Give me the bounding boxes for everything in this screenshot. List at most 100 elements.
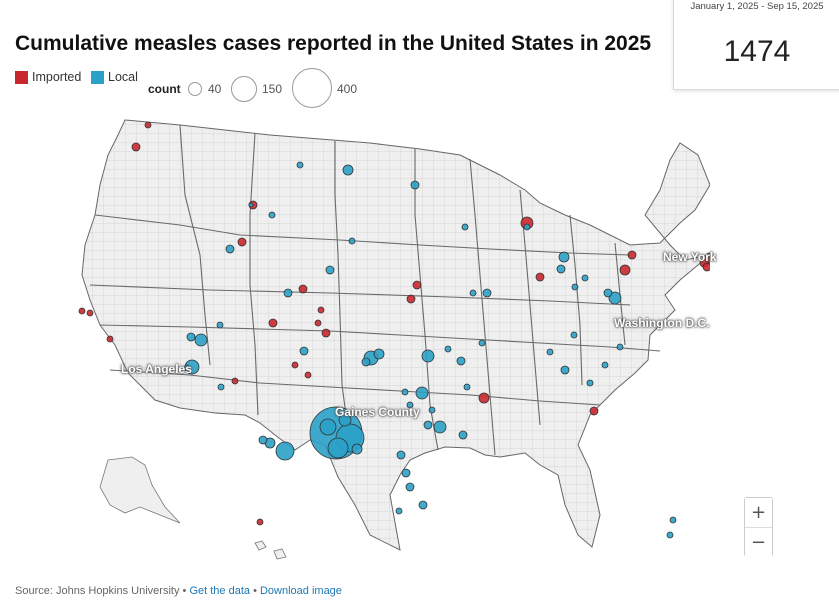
local-case-marker-69[interactable] xyxy=(601,361,609,369)
imported-case-marker-53[interactable] xyxy=(627,250,637,260)
local-case-marker-50[interactable] xyxy=(482,288,492,298)
imported-case-marker-43[interactable] xyxy=(321,328,331,338)
get-data-link[interactable]: Get the data xyxy=(189,585,250,597)
local-case-marker-76[interactable] xyxy=(283,288,293,298)
chart-title: Cumulative measles cases reported in the… xyxy=(15,32,652,55)
local-case-marker-89[interactable] xyxy=(458,430,468,440)
local-case-marker-3[interactable] xyxy=(319,418,337,436)
local-case-marker-73[interactable] xyxy=(463,383,471,391)
local-swatch xyxy=(91,70,104,84)
local-case-marker-13[interactable] xyxy=(373,348,385,360)
local-case-marker-6[interactable] xyxy=(275,441,295,461)
alaska-land xyxy=(99,456,181,524)
local-case-marker-67[interactable] xyxy=(560,365,570,375)
local-case-marker-14[interactable] xyxy=(361,357,371,367)
footer-separator-2: • xyxy=(253,585,257,597)
total-cases: 1474 xyxy=(723,35,791,68)
imported-case-marker-47[interactable] xyxy=(589,406,599,416)
local-case-marker-70[interactable] xyxy=(616,343,624,351)
local-case-marker-81[interactable] xyxy=(348,237,356,245)
local-case-marker-33[interactable] xyxy=(556,264,566,274)
imported-case-marker-59[interactable] xyxy=(231,377,239,385)
local-case-marker-77[interactable] xyxy=(216,321,224,329)
local-case-marker-34[interactable] xyxy=(571,283,579,291)
local-case-marker-16[interactable] xyxy=(423,420,433,430)
local-case-marker-56[interactable] xyxy=(186,332,196,342)
us-map[interactable] xyxy=(70,115,710,565)
imported-case-marker-60[interactable] xyxy=(268,318,278,328)
markers[interactable] xyxy=(78,121,710,539)
local-case-marker-11[interactable] xyxy=(421,349,435,363)
local-case-marker-61[interactable] xyxy=(299,346,309,356)
local-case-marker-23[interactable] xyxy=(395,507,403,515)
local-case-marker-32[interactable] xyxy=(558,251,570,263)
local-case-marker-22[interactable] xyxy=(396,450,406,460)
local-case-marker-51[interactable] xyxy=(469,289,477,297)
local-case-marker-21[interactable] xyxy=(401,468,411,478)
local-case-marker-71[interactable] xyxy=(570,331,578,339)
local-case-marker-18[interactable] xyxy=(456,356,466,366)
local-case-marker-68[interactable] xyxy=(586,379,594,387)
imported-case-marker-39[interactable] xyxy=(131,142,141,152)
local-case-marker-66[interactable] xyxy=(546,348,554,356)
imported-case-marker-65[interactable] xyxy=(106,335,114,343)
imported-case-marker-44[interactable] xyxy=(314,319,322,327)
local-case-marker-55[interactable] xyxy=(666,531,674,539)
imported-case-marker-85[interactable] xyxy=(304,371,312,379)
local-case-marker-17[interactable] xyxy=(415,386,429,400)
local-case-marker-4[interactable] xyxy=(338,413,352,427)
local-case-marker-31[interactable] xyxy=(523,223,531,231)
local-case-marker-83[interactable] xyxy=(461,223,469,231)
legend-local: Local xyxy=(91,70,138,84)
download-image-link[interactable]: Download image xyxy=(259,585,342,597)
imported-case-marker-29[interactable] xyxy=(702,262,710,272)
local-case-marker-54[interactable] xyxy=(669,516,677,524)
local-case-marker-87[interactable] xyxy=(406,401,414,409)
imported-case-marker-40[interactable] xyxy=(144,121,152,129)
zoom-in-button[interactable]: + xyxy=(745,498,772,527)
size-circle-small xyxy=(188,82,202,96)
imported-case-marker-42[interactable] xyxy=(298,284,308,294)
imported-case-marker-63[interactable] xyxy=(78,307,86,315)
local-case-marker-35[interactable] xyxy=(581,274,589,282)
imported-case-marker-62[interactable] xyxy=(256,518,264,526)
size-label-small: 40 xyxy=(208,82,222,96)
local-case-marker-8[interactable] xyxy=(258,435,268,445)
local-case-marker-72[interactable] xyxy=(444,345,452,353)
footer-separator: • xyxy=(182,585,187,597)
local-case-marker-88[interactable] xyxy=(428,406,436,414)
local-case-marker-57[interactable] xyxy=(183,364,191,372)
local-case-marker-58[interactable] xyxy=(217,383,225,391)
local-case-marker-74[interactable] xyxy=(478,339,486,347)
local-case-marker-75[interactable] xyxy=(225,244,235,254)
imported-case-marker-64[interactable] xyxy=(86,309,94,317)
local-case-marker-19[interactable] xyxy=(418,500,428,510)
size-label-medium: 150 xyxy=(262,82,283,96)
imported-case-marker-41[interactable] xyxy=(237,237,247,247)
zoom-out-button[interactable]: − xyxy=(745,528,772,557)
local-case-marker-2[interactable] xyxy=(327,437,349,459)
imported-case-marker-45[interactable] xyxy=(317,306,325,314)
size-circle-large xyxy=(292,68,332,108)
local-case-marker-86[interactable] xyxy=(401,388,409,396)
local-case-marker-80[interactable] xyxy=(325,265,335,275)
local-case-marker-78[interactable] xyxy=(296,161,304,169)
imported-case-marker-48[interactable] xyxy=(412,280,422,290)
local-case-marker-79[interactable] xyxy=(268,211,276,219)
imported-case-marker-52[interactable] xyxy=(535,272,545,282)
local-case-marker-36[interactable] xyxy=(342,164,354,176)
imported-case-marker-49[interactable] xyxy=(406,294,416,304)
local-case-marker-25[interactable] xyxy=(603,288,613,298)
local-case-marker-5[interactable] xyxy=(351,443,363,455)
local-case-marker-24[interactable] xyxy=(608,291,622,305)
footer: Source: Johns Hopkins University • Get t… xyxy=(15,585,342,597)
imported-case-marker-46[interactable] xyxy=(478,392,490,404)
local-case-marker-82[interactable] xyxy=(410,180,420,190)
imported-case-marker-26[interactable] xyxy=(619,264,631,276)
local-case-marker-38[interactable] xyxy=(248,202,254,208)
local-case-marker-10[interactable] xyxy=(194,333,208,347)
land xyxy=(81,119,710,560)
imported-case-marker-84[interactable] xyxy=(291,361,299,369)
local-case-marker-20[interactable] xyxy=(405,482,415,492)
local-case-marker-15[interactable] xyxy=(433,420,447,434)
